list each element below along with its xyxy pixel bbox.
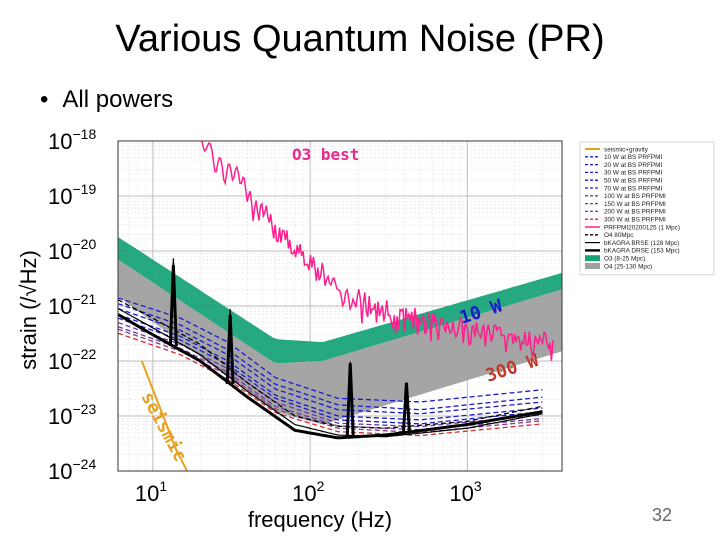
y-tick-base: 10 [48,349,72,374]
y-tick-exponent: −18 [72,126,96,142]
y-tick-base: 10 [48,459,72,484]
legend-label: 50 W at BS PRFPMI [604,178,662,185]
y-tick-label: 10−19 [48,181,96,209]
plot-border [117,140,563,472]
x-tick-label: 101 [135,478,167,506]
legend-label: 100 W at BS PRFPMI [604,193,666,200]
x-tick-exponent: 1 [159,478,167,494]
y-tick-base: 10 [48,404,72,429]
series-bkagra-drse-153-mpc-resonance [345,363,355,438]
series-seismic-gravity [140,360,188,471]
series-10-w-at-bs-prfpmi [118,297,543,403]
y-tick-exponent: −21 [72,291,96,307]
x-tick-base: 10 [135,481,159,506]
y-tick-base: 10 [48,129,72,154]
x-tick-label: 103 [449,478,481,506]
legend-swatch [585,263,600,269]
legend-label: bKAGRA BRSE (128 Mpc) [604,240,679,247]
series-300-w-at-bs-prfpmi [118,332,543,437]
x-tick-exponent: 3 [474,478,482,494]
series-30-w-at-bs-prfpmi [118,307,543,415]
x-axis-label: frequency (Hz) [248,507,392,532]
legend-label: 30 W at BS PRFPMI [604,170,662,177]
axis-labels: frequency (Hz) strain (/√Hz) [16,250,392,532]
x-tick-base: 10 [292,481,316,506]
legend-label: 150 W at BS PRFPMI [604,201,666,208]
legend-label: 200 W at BS PRFPMI [604,209,666,216]
bullet-dot: • [40,86,49,113]
y-tick-base: 10 [48,294,72,319]
bullet-item: • All powers [40,86,173,114]
noise-curves [118,141,554,471]
y-tick-label: 10−23 [48,401,96,429]
x-tick-exponent: 2 [317,478,325,494]
legend-label: seismic+gravity [604,146,649,153]
legend-swatch [585,255,600,262]
series-70-w-at-bs-prfpmi [118,317,543,425]
y-tick-label: 10−21 [48,291,96,319]
legend-label: 10 W at BS PRFPMI [604,154,662,161]
y-tick-label: 10−20 [48,236,96,264]
page-number: 32 [652,505,673,525]
series-o4-80mpc [118,299,543,429]
series-bkagra-brse-128-mpc [118,307,543,438]
series-bkagra-drse-153-mpc-resonance [168,264,178,347]
y-tick-label: 10−24 [48,456,96,484]
y-tick-exponent: −20 [72,236,96,252]
y-tick-label: 10−18 [48,126,96,154]
series-bkagra-drse-153-mpc-resonance [225,314,235,384]
legend-label: O4 80Mpc [604,232,634,239]
y-tick-exponent: −23 [72,401,96,417]
series-bkagra-drse-153-mpc-resonance [401,382,411,433]
series-50-w-at-bs-prfpmi [118,313,543,421]
slide-title: Various Quantum Noise (PR) [115,18,605,60]
plot-frame [117,140,563,472]
legend-label: 300 W at BS PRFPMI [604,217,666,224]
band-o4-25-130-mpc- [118,259,562,425]
y-tick-base: 10 [48,239,72,264]
legend-label: O3 (8-25 Mpc) [604,256,645,263]
y-tick-label: 10−22 [48,346,96,374]
legend-box [579,141,715,276]
y-tick-exponent: −22 [72,346,96,362]
y-tick-exponent: −19 [72,181,96,197]
x-tick-label: 102 [292,478,324,506]
y-tick-exponent: −24 [72,456,96,472]
y-tick-base: 10 [48,184,72,209]
x-tick-base: 10 [449,481,473,506]
annotation-o3-best: O3 best [292,145,359,164]
series-prfpmi20200125-1-mpc [201,141,554,361]
y-axis-label: strain (/√Hz) [16,250,41,370]
legend-label: bKAGRA DRSE (153 Mpc) [604,248,680,255]
legend-label: 20 W at BS PRFPMI [604,162,662,169]
bullet-text: All powers [62,86,174,113]
series-20-w-at-bs-prfpmi [118,303,543,411]
legend-label: O4 (25-130 Mpc) [604,263,652,270]
legend-label: PRFPMI20200125 (1 Mpc) [604,224,680,231]
legend-label: 70 W at BS PRFPMI [604,185,662,192]
series-bkagra-drse-153-mpc [118,313,543,440]
